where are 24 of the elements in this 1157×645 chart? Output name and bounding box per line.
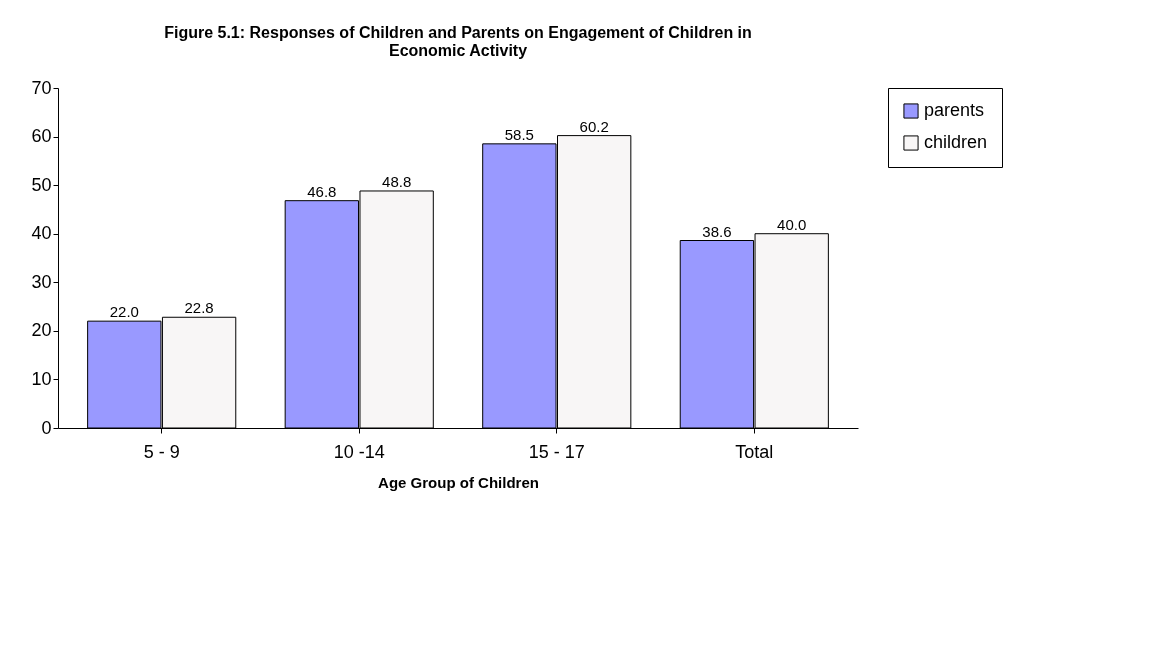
x-tick-label: 10 -14 xyxy=(333,441,385,462)
y-tick-label: 40 xyxy=(31,223,52,244)
data-label: 48.8 xyxy=(382,172,412,190)
y-tick-label: 50 xyxy=(31,174,52,195)
data-label: 38.6 xyxy=(702,222,732,240)
y-tick-label: 70 xyxy=(31,77,52,98)
x-tick-label: 15 - 17 xyxy=(528,441,585,462)
x-tick-label: Total xyxy=(735,441,774,462)
data-label: 46.8 xyxy=(307,182,337,200)
y-tick-label: 0 xyxy=(41,417,52,438)
y-tick-label: 20 xyxy=(31,320,52,341)
chart-title: Figure 5.1: Responses of Children and Parents on Engagement of Children in Economic Activity xyxy=(164,24,752,59)
y-tick-label: 60 xyxy=(31,126,52,147)
x-axis-title: Age Group of Children xyxy=(378,473,539,491)
data-label: 22.8 xyxy=(184,299,214,317)
legend-label: parents xyxy=(924,100,985,120)
data-label: 40.0 xyxy=(777,215,807,233)
data-label: 58.5 xyxy=(504,125,534,143)
x-tick-label: 5 - 9 xyxy=(143,441,180,462)
legend-label: children xyxy=(924,132,988,152)
y-tick-label: 30 xyxy=(31,271,52,292)
data-label: 22.0 xyxy=(109,303,139,321)
y-tick-label: 10 xyxy=(31,368,52,389)
data-label: 60.2 xyxy=(579,117,609,135)
